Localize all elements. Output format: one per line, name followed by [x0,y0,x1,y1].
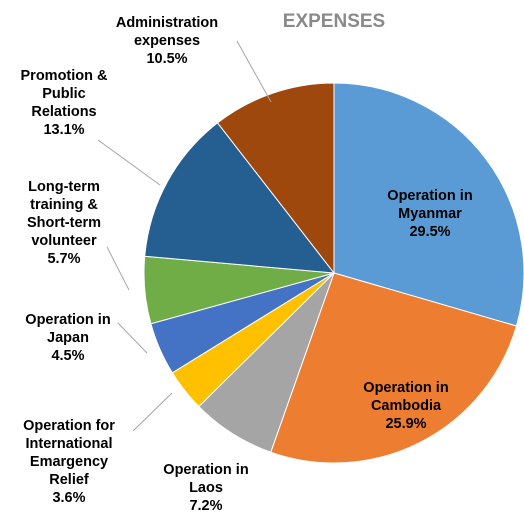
pie-slices [143,82,524,464]
pie-slice-6 [144,122,336,274]
slice-value-0: 29.5% [409,224,450,240]
slice-label-line-3-2: Emargency [30,454,108,470]
slice-label-line-4-0: Operation in [25,312,110,328]
slice-label-4: Operation in Japan 4.5% [25,312,110,364]
slice-value-6: 13.1% [43,122,84,138]
slice-label-line-1-1: Cambodia [371,398,442,414]
slice-label-line-1-0: Operation in [363,380,448,396]
leader-line-6 [97,139,161,186]
leader-lines [97,40,272,432]
slice-label-2: Operation in Laos 7.2% [163,462,248,514]
chart-title: EXPENSES [283,11,385,32]
pie-slice-7 [216,82,335,275]
slice-label-5: Long-term training & Short-term volunteer 5.… [27,179,101,267]
slice-label-line-5-3: volunteer [31,233,97,249]
slice-label-line-2-1: Laos [189,480,223,496]
slice-label-line-4-1: Japan [47,330,89,346]
slice-label-line-5-2: Short-term [27,215,101,231]
slice-label-line-0-1: Myanmar [398,206,462,222]
leader-line-4 [117,322,148,354]
slice-label-line-6-0: Promotion & [21,68,109,84]
pie-slice-1 [270,272,518,464]
slice-label-line-3-3: Relief [49,472,89,488]
slice-label-line-7-0: Administration [116,15,218,31]
slice-value-2: 7.2% [189,498,222,514]
slice-labels: Operation in Myanmar 29.5% Operation in Camb… [21,15,473,514]
slice-value-7: 10.5% [146,51,187,67]
slice-label-line-6-1: Public [42,86,86,102]
slice-label-0: Operation in Myanmar 29.5% [387,188,472,240]
slice-value-4: 4.5% [51,348,84,364]
slice-value-3: 3.6% [52,490,85,506]
slice-label-3: Operation for International Emargency Relie… [23,418,115,506]
leader-line-7 [236,40,272,103]
slice-label-line-3-0: Operation for [23,418,115,434]
slice-label-line-0-0: Operation in [387,188,472,204]
slice-value-5: 5.7% [47,251,80,267]
slice-label-line-5-0: Long-term [28,179,100,195]
slice-label-7: Administration expenses 10.5% [116,15,218,67]
slice-label-line-2-0: Operation in [163,462,248,478]
slice-value-1: 25.9% [385,416,426,432]
slice-label-line-3-1: International [25,436,112,452]
slice-label-line-6-2: Relations [31,104,96,120]
leader-line-5 [106,246,130,291]
leader-line-3 [132,392,173,432]
slice-label-6: Promotion & Public Relations 13.1% [21,68,109,138]
slice-label-line-7-1: expenses [134,33,200,49]
slice-label-line-5-1: training & [30,197,98,213]
slice-label-1: Operation in Cambodia 25.9% [363,380,448,432]
